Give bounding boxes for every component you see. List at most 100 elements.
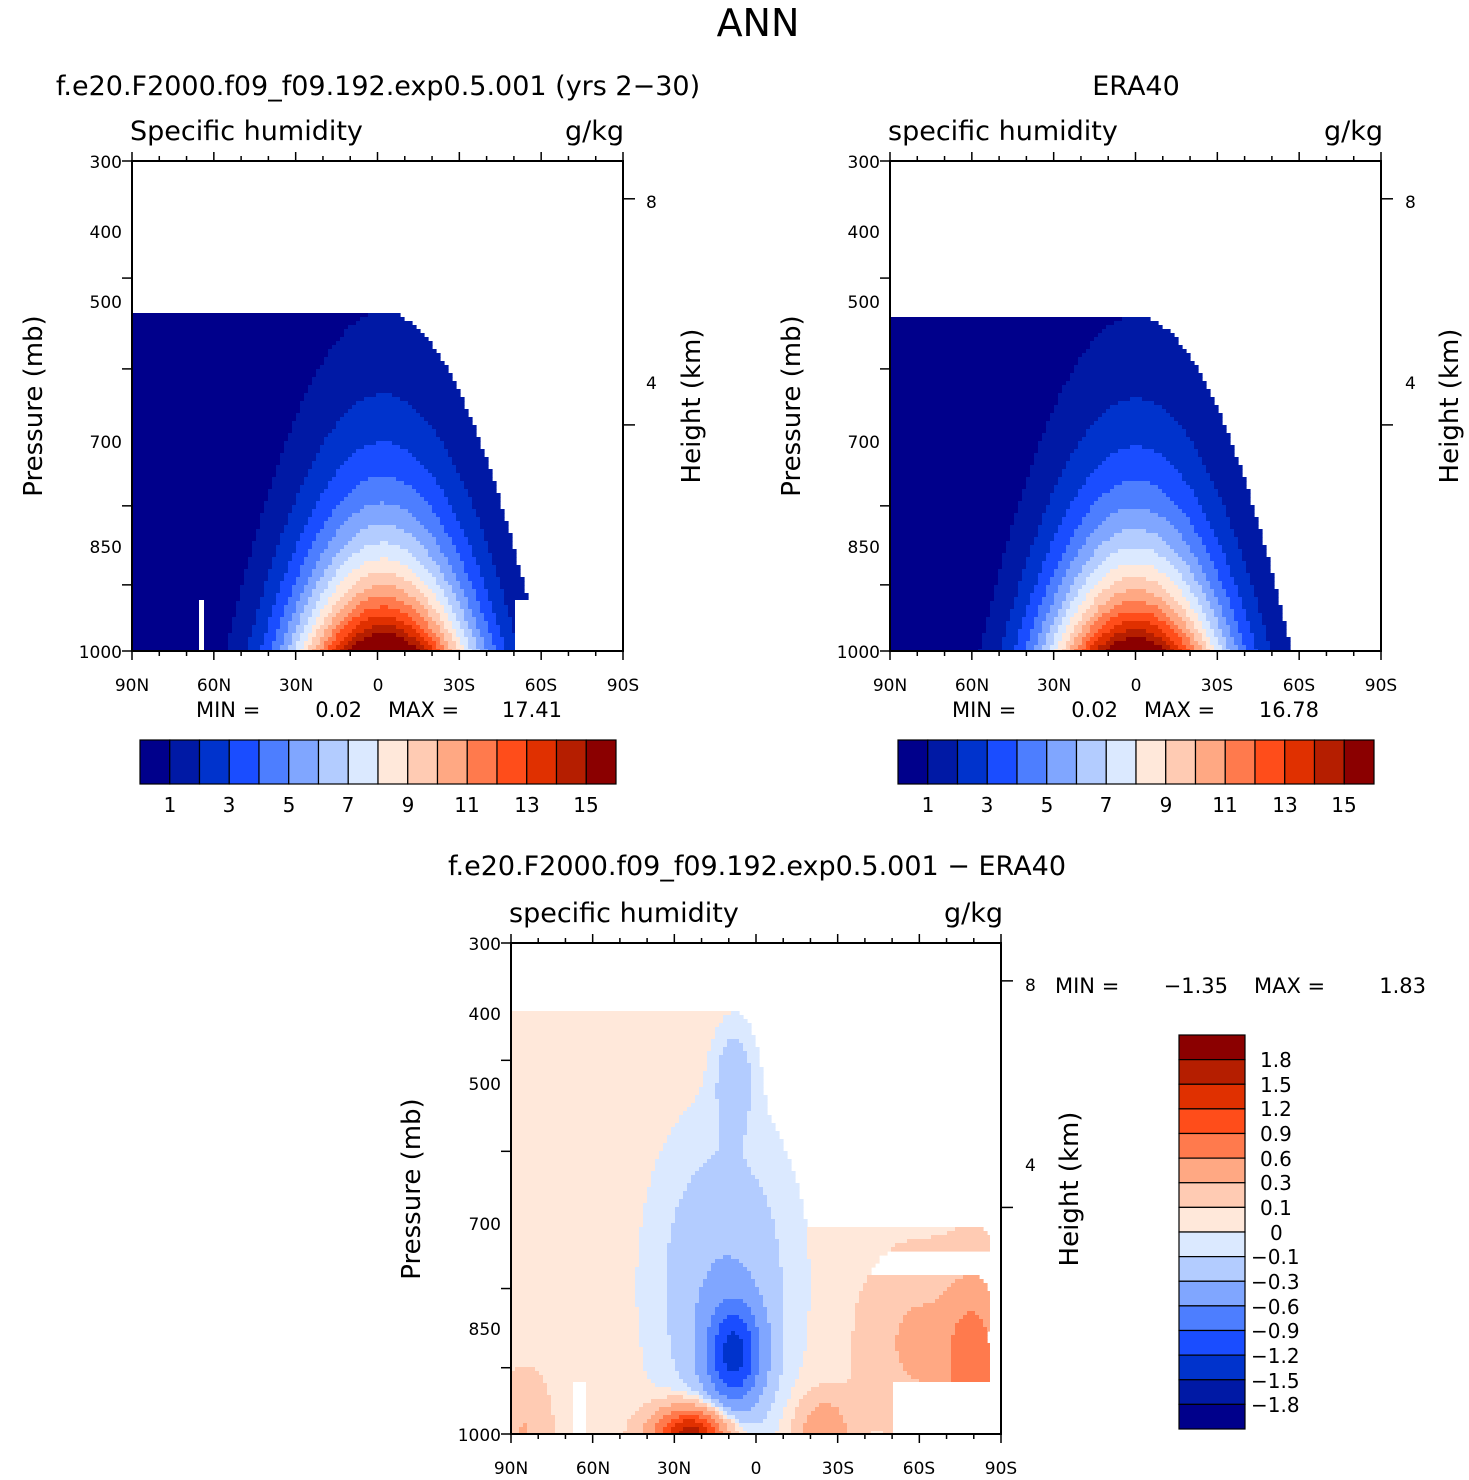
contour-cell <box>1006 545 1031 550</box>
contour-cell <box>336 613 349 618</box>
contour-cell <box>1038 525 1059 530</box>
contour-cell <box>783 1279 812 1284</box>
contour-cell <box>635 1299 668 1304</box>
contour-cell <box>1198 497 1223 502</box>
contour-cell <box>328 597 341 602</box>
contour-cell <box>715 1367 728 1372</box>
contour-cell <box>132 469 277 474</box>
contour-cell <box>667 1287 700 1292</box>
contour-cell <box>248 565 273 570</box>
contour-cell <box>695 1095 716 1100</box>
contour-cell <box>799 1403 820 1408</box>
contour-cell <box>296 641 305 646</box>
contour-cell <box>1114 641 1155 646</box>
contour-cell <box>511 1403 552 1408</box>
contour-cell <box>468 577 485 582</box>
contour-cell <box>890 457 1035 462</box>
contour-cell <box>432 605 445 610</box>
contour-cell <box>1090 341 1179 346</box>
contour-cell <box>551 1411 636 1416</box>
contour-cell <box>855 1323 900 1328</box>
contour-cell <box>344 625 357 630</box>
contour-cell <box>456 633 465 638</box>
contour-cell <box>1166 409 1219 414</box>
contour-cell <box>1102 461 1171 466</box>
contour-cell <box>1158 581 1175 586</box>
contour-cell <box>1242 605 1259 610</box>
contour-cell <box>1026 481 1059 486</box>
contour-cell <box>464 529 485 534</box>
contour-cell <box>783 1267 812 1272</box>
contour-cell <box>348 601 361 606</box>
contour-cell <box>743 1139 784 1144</box>
contour-cell <box>284 577 297 582</box>
contour-cell <box>719 1055 748 1060</box>
contour-cell <box>907 1239 996 1244</box>
contour-cell <box>671 1427 684 1432</box>
contour-cell <box>1186 613 1199 618</box>
contour-cell <box>444 573 457 578</box>
contour-cell <box>715 1083 752 1088</box>
contour-cell <box>811 1279 868 1284</box>
contour-cell <box>1078 357 1191 362</box>
contour-cell <box>1054 569 1067 574</box>
contour-cell <box>352 637 365 642</box>
contour-cell <box>711 1403 716 1408</box>
contour-cell <box>1038 533 1055 538</box>
contour-cell <box>1178 569 1191 574</box>
contour-cell <box>667 1315 696 1320</box>
contour-cell <box>890 485 1027 490</box>
contour-cell <box>436 537 453 542</box>
contour-cell <box>396 617 413 622</box>
contour-cell <box>811 1259 880 1264</box>
contour-cell <box>368 597 397 602</box>
contour-cell <box>384 501 429 506</box>
contour-cell <box>890 593 995 598</box>
contour-cell <box>511 1163 656 1168</box>
contour-cell <box>511 1027 716 1032</box>
contour-cell <box>1122 317 1151 322</box>
contour-cell <box>504 637 517 642</box>
min-value: 0.02 <box>315 698 362 722</box>
contour-cell <box>707 1391 720 1396</box>
contour-cell <box>1154 593 1171 598</box>
contour-cell <box>1022 621 1035 626</box>
contour-cell <box>811 1291 860 1296</box>
contour-cell <box>272 609 285 614</box>
contour-cell <box>280 617 293 622</box>
contour-cell <box>679 1115 720 1120</box>
colorbar-label: 7 <box>342 793 355 817</box>
contour-cell <box>256 613 273 618</box>
contour-cell <box>368 525 397 530</box>
contour-cell <box>416 609 429 614</box>
contour-cell <box>643 1423 656 1428</box>
contour-cell <box>440 549 457 554</box>
colorbar-label: 0.9 <box>1260 1122 1292 1146</box>
contour-cell <box>1214 645 1223 650</box>
contour-cell <box>1022 497 1051 502</box>
contour-cell <box>695 1347 708 1352</box>
contour-cell <box>1206 613 1215 618</box>
contour-cell <box>1110 629 1127 634</box>
contour-cell <box>1022 573 1039 578</box>
contour-cell <box>555 1431 624 1434</box>
colorbar-box <box>228 739 260 785</box>
contour-cell <box>308 637 313 642</box>
contour-cell <box>1054 597 1067 602</box>
contour-cell <box>511 1415 556 1420</box>
contour-cell <box>1118 449 1155 454</box>
contour-cell <box>324 573 337 578</box>
contour-cell <box>320 553 337 558</box>
contour-cell <box>436 577 445 582</box>
contour-cell <box>1106 409 1167 414</box>
contour-cell <box>695 1339 708 1344</box>
contour-cell <box>703 1399 712 1404</box>
colorbar-box <box>1178 1354 1246 1381</box>
contour-cell <box>1098 637 1111 642</box>
contour-cell <box>1058 613 1067 618</box>
contour-cell <box>1086 561 1103 566</box>
contour-cell <box>675 1423 704 1428</box>
contour-cell <box>1262 617 1283 622</box>
colorbar-label: 0.1 <box>1260 1196 1292 1220</box>
contour-cell <box>707 1051 724 1056</box>
